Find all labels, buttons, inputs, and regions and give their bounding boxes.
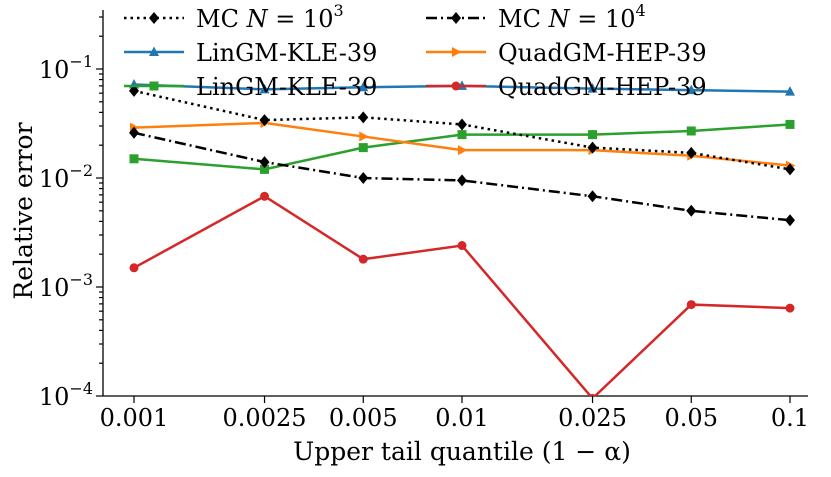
y-tick-label: 10−4 (39, 379, 93, 411)
data-point (358, 172, 369, 184)
data-point (457, 118, 467, 131)
data-point (785, 86, 795, 96)
series-5 (129, 191, 795, 396)
data-point (587, 190, 598, 203)
data-point (358, 254, 368, 264)
series-0 (129, 84, 795, 176)
legend-marker (149, 12, 159, 24)
x-tick-label: 0.025 (558, 404, 627, 432)
data-point (260, 164, 270, 174)
data-point (686, 204, 697, 217)
legend-entry: LinGM-KLE-39 (124, 39, 377, 67)
x-tick-label: 0.05 (665, 404, 718, 432)
legend-label: MC N = 103 (196, 1, 344, 33)
legend-label: MC N = 104 (498, 1, 646, 33)
x-tick-label: 0.005 (329, 404, 398, 432)
data-point (587, 83, 598, 93)
legend-label: QuadGM-HEP-39 (498, 39, 707, 67)
legend-marker (451, 12, 461, 24)
data-point (129, 263, 139, 273)
data-point (458, 145, 468, 156)
y-tick-label: 10−3 (39, 270, 93, 302)
x-axis-label: Upper tail quantile (1 − α) (293, 437, 631, 466)
y-tick-label: 10−2 (39, 161, 93, 193)
x-tick-label: 0.001 (100, 404, 169, 432)
data-point (686, 300, 696, 310)
data-point (686, 126, 696, 136)
legend: MC N = 103 MC N = 104 LinGM-KLE-39 QuadGM-H… (124, 1, 707, 101)
data-point (457, 241, 467, 251)
data-point (457, 174, 467, 187)
data-point (358, 143, 368, 153)
data-point (457, 130, 467, 140)
legend-entry: LinGM-KLE-39 (124, 73, 377, 101)
data-point (259, 83, 270, 94)
series-4 (129, 119, 795, 174)
data-point (686, 146, 697, 159)
x-tick-label: 0.1 (771, 404, 809, 432)
legend-entry: MC N = 104 (426, 1, 646, 33)
x-tick-label: 0.01 (435, 404, 488, 432)
x-tick-label: 0.0025 (223, 404, 307, 432)
legend-marker (149, 81, 159, 91)
data-point (588, 130, 598, 140)
data-point (358, 111, 369, 124)
axes: 10110010−110−210−310−40.0010.00250.0050.… (39, 10, 809, 432)
legend-marker (452, 47, 462, 57)
legend-marker (451, 81, 461, 91)
data-point (686, 84, 697, 95)
data-point (587, 141, 598, 154)
data-point (359, 131, 369, 142)
data-point (129, 154, 139, 164)
series-1 (129, 126, 795, 227)
legend-marker (149, 46, 159, 56)
series-layer (129, 79, 796, 396)
y-axis-label: Relative error (9, 122, 38, 299)
data-point (259, 156, 270, 169)
legend-entry: QuadGM-HEP-39 (426, 73, 707, 101)
data-point (785, 163, 795, 176)
data-point (358, 81, 369, 92)
legend-label: LinGM-KLE-39 (196, 39, 377, 67)
legend-entry: QuadGM-HEP-39 (426, 39, 707, 67)
data-point (588, 393, 597, 396)
y-tick-label: 10−1 (39, 52, 93, 84)
data-point (260, 191, 270, 201)
data-point (785, 303, 795, 313)
legend-label: QuadGM-HEP-39 (498, 73, 707, 101)
data-point (129, 84, 139, 97)
data-point (785, 214, 795, 227)
legend-entry: MC N = 103 (124, 1, 344, 33)
data-point (129, 126, 139, 139)
data-point (785, 119, 795, 129)
data-point (259, 114, 270, 127)
legend-label: LinGM-KLE-39 (196, 73, 377, 101)
series-line (133, 194, 791, 396)
